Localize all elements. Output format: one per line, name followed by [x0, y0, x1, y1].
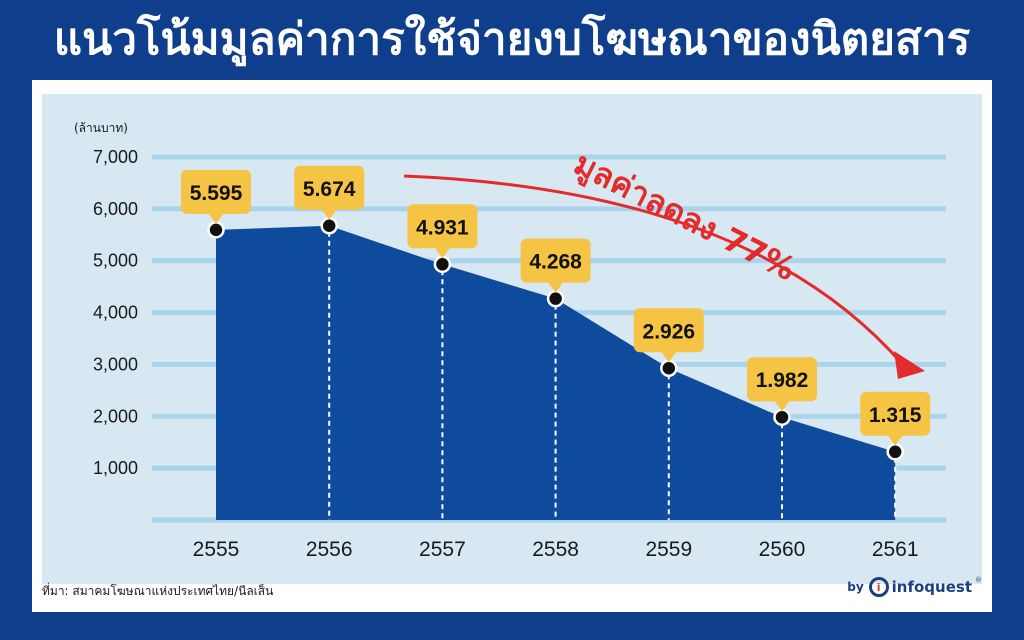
value-label-pointer: [434, 247, 451, 259]
y-tick-label: 4,000: [93, 303, 138, 323]
gridline: [152, 206, 946, 212]
data-point: [773, 408, 791, 426]
value-label-box: [747, 357, 817, 402]
value-label-pointer: [887, 434, 904, 446]
x-tick-label: 2556: [306, 538, 353, 561]
brand-logo: by i infoquest ®: [847, 572, 982, 602]
brand-name: infoquest: [891, 578, 972, 596]
trend-arrowhead-icon: [894, 351, 925, 379]
chart-panel: 1,000 2,000 3,000 4,000 5,000 6,000 7,000 (ล้าน…: [32, 80, 992, 612]
value-label-box: [407, 204, 478, 249]
area-chart: 1,000 2,000 3,000 4,000 5,000 6,000 7,000 (ล้าน…: [42, 94, 982, 584]
value-label-box: [181, 169, 251, 214]
value-label-pointer: [774, 400, 790, 412]
value-label-pointer: [660, 351, 677, 363]
y-tick-label: 7,000: [93, 147, 138, 167]
value-label-box: [633, 308, 704, 353]
trend-arrow: [403, 174, 906, 367]
x-tick-label: 2557: [419, 538, 466, 561]
data-label: 5.595: [190, 182, 243, 205]
area-series: [216, 225, 896, 520]
x-tick-label: 2559: [645, 538, 692, 561]
infoquest-logo-icon: i: [868, 577, 889, 597]
data-point: [207, 221, 225, 239]
y-tick-label: 1,000: [93, 458, 138, 478]
brand-registered-mark: ®: [975, 576, 982, 584]
value-label-pointer: [547, 281, 564, 293]
data-label: 5.674: [303, 178, 356, 201]
gridline: [152, 154, 946, 160]
data-point: [546, 289, 565, 308]
brand-by: by: [847, 580, 864, 594]
value-label-pointer: [321, 208, 338, 220]
y-axis-label: (ล้านบาท): [74, 121, 128, 135]
y-tick-label: 2,000: [93, 406, 138, 426]
y-tick-label: 3,000: [93, 354, 138, 374]
y-tick-label: 6,000: [93, 199, 138, 219]
data-point: [320, 217, 338, 235]
y-tick-label: 5,000: [93, 251, 138, 271]
data-point: [660, 359, 678, 378]
data-label: 4.268: [529, 251, 582, 274]
source-note: ที่มา: สมาคมโฆษณาแห่งประเทศไทย/นีลเส็น: [42, 584, 274, 598]
data-label: 1.315: [869, 404, 922, 427]
value-label-box: [860, 391, 931, 436]
value-label-box: [520, 238, 591, 283]
value-label-pointer: [208, 212, 224, 224]
x-tick-label: 2558: [532, 538, 579, 561]
data-point: [886, 443, 904, 461]
x-tick-label: 2561: [872, 538, 919, 561]
data-label: 4.931: [416, 216, 469, 239]
value-label-box: [294, 165, 365, 210]
data-label: 2.926: [643, 320, 696, 343]
data-point: [433, 255, 452, 274]
chart-title: แนวโน้มมูลค่าการใช้จ่ายงบโฆษณาของนิตยสาร: [53, 14, 971, 65]
data-label: 1.982: [756, 369, 809, 392]
x-tick-label: 2560: [759, 538, 806, 561]
x-tick-label: 2555: [193, 538, 240, 561]
